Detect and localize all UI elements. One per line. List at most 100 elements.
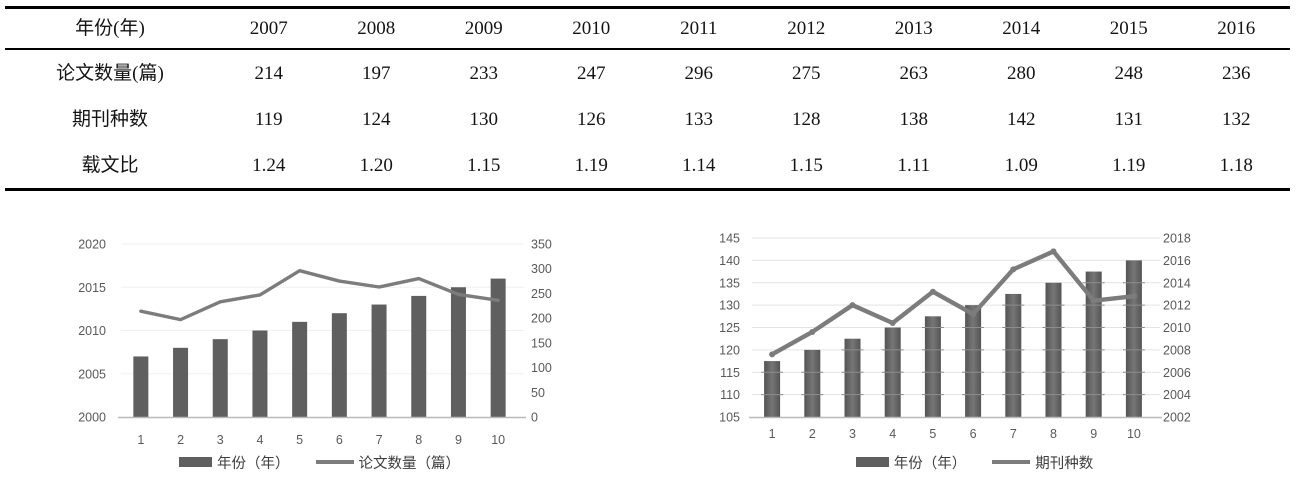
- legend-label: 年份（年）: [217, 455, 290, 472]
- left-axis-tick-label: 110: [720, 388, 740, 402]
- x-axis-tick-label: 4: [256, 433, 263, 447]
- bar: [212, 339, 228, 417]
- x-axis-tick-label: 7: [1010, 427, 1017, 441]
- x-axis-tick-label: 3: [849, 427, 856, 441]
- left-axis-tick-label: 130: [719, 299, 740, 313]
- x-axis-tick-label: 5: [296, 433, 303, 447]
- line-marker: [970, 311, 977, 318]
- bar: [371, 304, 387, 417]
- row-label: 年份(年): [5, 7, 215, 50]
- line-marker: [849, 302, 856, 309]
- bar: [450, 287, 466, 417]
- table-cell: 1.15: [789, 154, 823, 176]
- table-cell: 1.18: [1219, 154, 1253, 176]
- table-cell: 1.09: [1004, 154, 1038, 176]
- table-cell: 1.19: [1112, 154, 1146, 176]
- bar-legend-swatch: [855, 457, 889, 467]
- line-marker: [809, 328, 816, 335]
- bar: [1085, 271, 1102, 417]
- x-axis-tick-label: 6: [336, 433, 343, 447]
- table-cell: 248: [1114, 62, 1144, 84]
- table-cell: 263: [899, 62, 929, 84]
- table-cell: 1.24: [252, 154, 286, 176]
- x-axis-tick-label: 5: [929, 427, 936, 441]
- line-marker: [769, 351, 776, 358]
- left-axis-tick-label: 2000: [78, 411, 106, 425]
- left-axis-tick-label: 140: [719, 254, 740, 268]
- table-cell: 275: [792, 62, 821, 84]
- left-chart: 2000200520102015202005010015020025030035…: [78, 238, 552, 448]
- table-cell: 126: [577, 108, 606, 130]
- x-axis-tick-label: 9: [455, 433, 462, 447]
- table-cell: 1.20: [359, 154, 393, 176]
- table-cell: 2013: [860, 7, 968, 50]
- legend-item-papers: 论文数量（篇）: [315, 452, 461, 473]
- left-axis-tick-label: 115: [720, 366, 740, 380]
- bar: [1125, 260, 1142, 417]
- line-marker: [1090, 297, 1097, 304]
- table-cell: 119: [254, 108, 283, 130]
- table-cell: 2011: [645, 7, 753, 50]
- legend-label: 期刊种数: [1035, 455, 1094, 472]
- left-axis-tick-label: 2010: [78, 324, 106, 338]
- table-row: 载文比 1.24 1.20 1.15 1.19 1.14 1.15 1.11 1.09 1.19 1…: [5, 142, 1290, 190]
- table-cell: 1.11: [897, 154, 931, 176]
- table-cell: 142: [1007, 108, 1036, 130]
- left-axis-tick-label: 145: [719, 232, 740, 246]
- x-axis-tick-label: 2: [177, 433, 184, 447]
- right-axis-tick-label: 2004: [1163, 388, 1191, 402]
- line-marker: [889, 320, 896, 327]
- line-marker: [929, 288, 936, 295]
- right-axis-tick-label: 2016: [1163, 254, 1191, 268]
- legend-label: 论文数量（篇）: [358, 455, 461, 472]
- right-axis-tick-label: 2010: [1163, 321, 1191, 335]
- table-row: 年份(年) 2007 2008 2009 2010 2011 2012 2013 2014 201…: [5, 7, 1290, 50]
- line-series: [139, 268, 500, 322]
- table-cell: 2010: [537, 7, 645, 50]
- bar: [173, 347, 189, 417]
- right-axis-tick-label: 300: [531, 262, 552, 276]
- row-label: 论文数量(篇): [56, 62, 164, 84]
- right-axis-tick-label: 0: [531, 411, 538, 425]
- x-axis-tick-label: 4: [889, 427, 896, 441]
- right-axis-tick-label: 2006: [1163, 366, 1191, 380]
- bar: [133, 356, 149, 417]
- bar-legend-swatch: [179, 457, 212, 467]
- table-cell: 133: [684, 108, 714, 130]
- row-label: 期刊种数: [71, 108, 148, 130]
- statistics-table: 年份(年) 2007 2008 2009 2010 2011 2012 2013 2014 201…: [5, 6, 1290, 191]
- table-row: 论文数量(篇) 214 197 233 247 296 275 263 280 248 236: [5, 49, 1290, 96]
- bar: [764, 361, 781, 417]
- table-cell: 233: [469, 62, 499, 84]
- bar: [331, 313, 347, 417]
- bar: [1005, 293, 1022, 417]
- table-cell: 130: [469, 108, 499, 130]
- x-axis-tick-label: 2: [809, 427, 816, 441]
- right-axis-tick-label: 2002: [1163, 411, 1191, 425]
- right-axis-tick-label: 2018: [1163, 232, 1191, 246]
- table-cell: 2015: [1075, 7, 1183, 50]
- table-cell: 2012: [752, 7, 860, 50]
- left-axis-tick-label: 2020: [78, 238, 106, 252]
- right-axis-tick-label: 200: [531, 312, 552, 326]
- right-axis-tick-label: 250: [531, 287, 552, 301]
- x-axis-tick-label: 8: [1050, 427, 1057, 441]
- left-axis-tick-label: 135: [719, 276, 740, 290]
- x-axis-tick-label: 8: [415, 433, 422, 447]
- line-legend-swatch: [315, 460, 354, 464]
- left-axis-tick-label: 2015: [78, 281, 106, 295]
- right-axis-tick-label: 350: [531, 238, 552, 252]
- bar: [292, 321, 308, 417]
- table-cell: 128: [792, 108, 821, 130]
- table-cell: 197: [362, 62, 391, 84]
- left-axis-tick-label: 2005: [78, 367, 106, 381]
- table-cell: 138: [899, 108, 929, 130]
- table-cell: 132: [1222, 108, 1251, 130]
- x-axis-tick-label: 6: [970, 427, 977, 441]
- left-axis-tick-label: 125: [719, 321, 740, 335]
- legend-item-years: 年份（年）: [179, 452, 290, 473]
- bar: [804, 349, 821, 417]
- left-chart-legend: 年份（年） 论文数量（篇）: [121, 452, 518, 472]
- line-marker: [1130, 293, 1137, 300]
- right-axis-tick-label: 50: [531, 386, 545, 400]
